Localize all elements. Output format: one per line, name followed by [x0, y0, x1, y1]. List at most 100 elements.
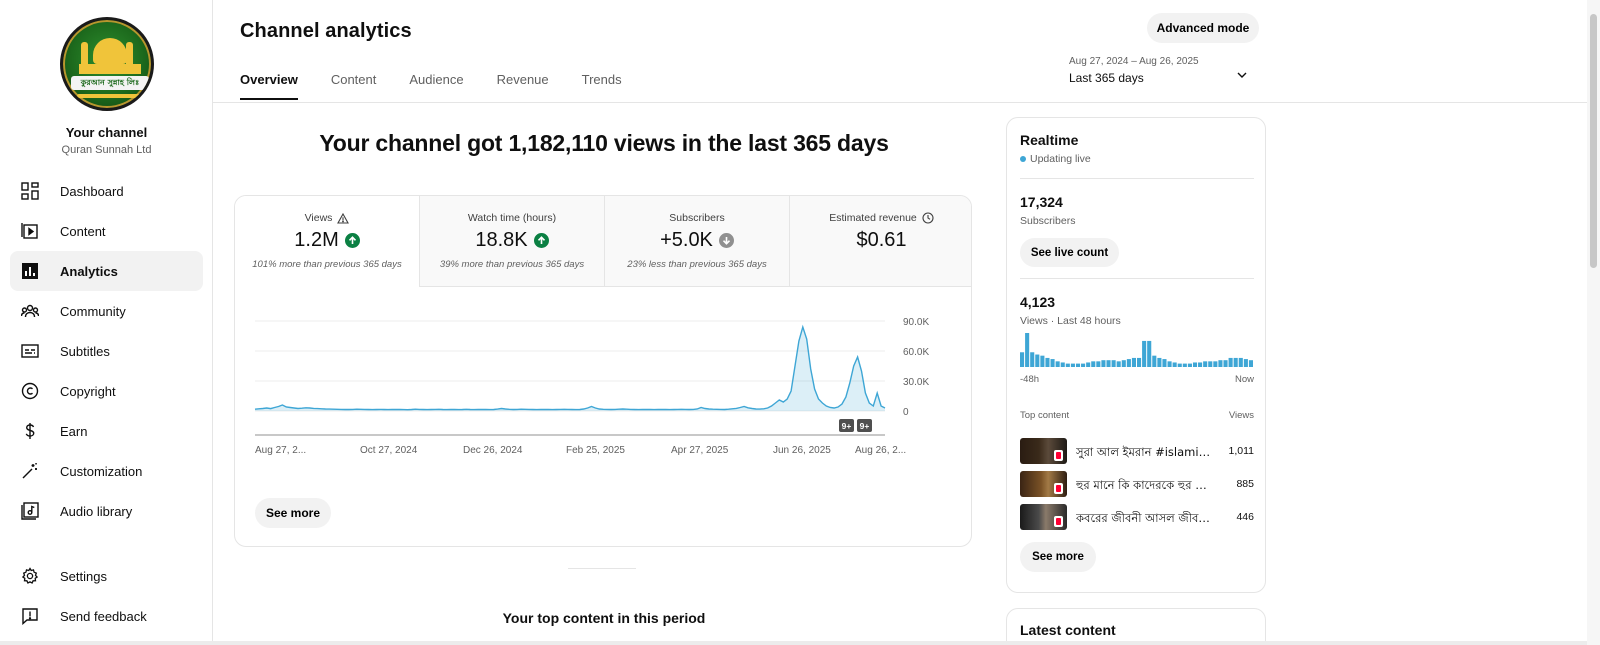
- chart-annotation-marker[interactable]: 9+: [857, 419, 872, 432]
- sidebar-item-earn[interactable]: Earn: [10, 411, 203, 451]
- x-tick-label: Dec 26, 2024: [463, 445, 523, 456]
- sidebar-item-label: Customization: [60, 463, 143, 479]
- tab-overview[interactable]: Overview: [240, 72, 298, 100]
- metric-label: Watch time (hours): [467, 212, 557, 224]
- sidebar-item-customization[interactable]: Customization: [10, 451, 203, 491]
- spark-bar: [1152, 355, 1157, 367]
- live-dot-icon: [1020, 156, 1026, 162]
- sidebar-item-dashboard[interactable]: Dashboard: [10, 171, 203, 211]
- spark-start-label: -48h: [1020, 374, 1040, 385]
- views-line-chart[interactable]: 90.0K 60.0K 30.0K 0 Aug 27, 2... Oct 27, 2024…: [235, 287, 972, 507]
- see-live-count-button[interactable]: See live count: [1020, 238, 1119, 267]
- metric-tab-subscribers[interactable]: Subscribers +5.0K 23% less than previous…: [605, 196, 790, 287]
- chart-annotation-marker[interactable]: 9+: [839, 419, 854, 432]
- tab-revenue[interactable]: Revenue: [496, 72, 549, 87]
- subscriber-count: 17,324: [1020, 194, 1063, 210]
- date-range-selector[interactable]: Aug 27, 2024 – Aug 26, 2025 Last 365 day…: [1069, 56, 1259, 85]
- spark-bar: [1121, 360, 1126, 367]
- spark-bar: [1045, 357, 1050, 367]
- spark-end-label: Now: [1234, 374, 1254, 385]
- metric-value: 1.2M: [294, 229, 339, 251]
- warning-icon[interactable]: [337, 212, 350, 224]
- spark-bar: [1086, 362, 1091, 367]
- channel-name: Quran Sunnah Ltd: [61, 144, 152, 156]
- latest-content-title: Latest content: [1020, 622, 1116, 638]
- channel-avatar[interactable]: কুরআন সুন্নাহ লিঃ: [60, 17, 154, 111]
- video-thumbnail: [1020, 438, 1067, 464]
- sidebar-item-content[interactable]: Content: [10, 211, 203, 251]
- your-channel-title: Your channel: [65, 125, 148, 140]
- x-tick-label: Aug 27, 2...: [255, 445, 306, 456]
- tab-content[interactable]: Content: [330, 72, 377, 87]
- sidebar-item-copyright[interactable]: Copyright: [10, 371, 203, 411]
- metric-tabs: Views 1.2M 101% more than previous 365 d…: [235, 196, 971, 287]
- x-tick-label: Aug 26, 2...: [855, 445, 906, 456]
- metric-tab-watch-time[interactable]: Watch time (hours) 18.8K 39% more than p…: [420, 196, 605, 287]
- chevron-down-icon: [1237, 72, 1247, 78]
- subtitles-icon: [20, 341, 40, 361]
- y-tick-label: 30.0K: [903, 377, 929, 388]
- metric-comparison: 101% more than previous 365 days: [252, 259, 402, 270]
- video-title: কবরের জীবনী আসল জীবন ...: [1076, 511, 1211, 525]
- spark-bar: [1116, 361, 1121, 367]
- live-status-text: Updating live: [1030, 153, 1091, 165]
- section-divider: [568, 568, 636, 569]
- sidebar: কুরআন সুন্নাহ লিঃ Your channel Quran Sun…: [0, 0, 213, 645]
- sidebar-item-community[interactable]: Community: [10, 291, 203, 331]
- spark-bar: [1157, 357, 1162, 367]
- series-line-views[interactable]: [254, 324, 886, 411]
- sidebar-item-label: Community: [60, 303, 126, 319]
- sidebar-item-label: Content: [60, 223, 106, 239]
- feedback-icon: [20, 606, 40, 626]
- metric-tab-revenue[interactable]: Estimated revenue $0.61: [790, 196, 971, 287]
- metric-tab-views[interactable]: Views 1.2M 101% more than previous 365 d…: [235, 196, 420, 287]
- video-thumbnail: [1020, 471, 1067, 497]
- realtime-views-count: 4,123: [1020, 294, 1056, 310]
- x-tick-label: Oct 27, 2024: [360, 445, 418, 456]
- trend-down-icon: [718, 233, 734, 248]
- header-divider: [213, 102, 1587, 103]
- tab-trends[interactable]: Trends: [581, 72, 622, 87]
- spark-bar: [1101, 360, 1106, 367]
- top-content-header: Top content Views: [1020, 410, 1254, 421]
- spark-axis: -48h Now: [1020, 374, 1254, 385]
- metric-value: $0.61: [856, 229, 907, 251]
- video-views: 446: [1236, 511, 1254, 523]
- advanced-mode-button[interactable]: Advanced mode: [1147, 13, 1259, 43]
- clock-icon[interactable]: [922, 212, 934, 224]
- sidebar-item-subtitles[interactable]: Subtitles: [10, 331, 203, 371]
- video-title: হুর মানে কি কাদেরকে হুর ব...: [1076, 478, 1211, 492]
- video-title: সুরা আল ইমরান #islamic...: [1076, 445, 1211, 459]
- trend-up-icon: [533, 233, 549, 248]
- sidebar-item-analytics[interactable]: Analytics: [10, 251, 203, 291]
- top-content-row[interactable]: কবরের জীবনী আসল জীবন ... 446: [1020, 504, 1254, 530]
- realtime-see-more-button[interactable]: See more: [1020, 542, 1096, 572]
- avatar-logo-text: কুরআন সুন্নাহ লিঃ: [71, 76, 149, 90]
- spark-bar: [1070, 363, 1075, 367]
- shorts-icon: [1054, 483, 1063, 494]
- bottom-edge: [0, 641, 1587, 645]
- realtime-views-bar-chart[interactable]: [1020, 333, 1254, 367]
- spark-bar: [1131, 357, 1136, 367]
- spark-bar: [1223, 360, 1228, 367]
- spark-bar: [1162, 359, 1167, 367]
- see-more-button[interactable]: See more: [255, 498, 331, 528]
- y-tick-label: 60.0K: [903, 347, 929, 358]
- top-content-row[interactable]: সুরা আল ইমরান #islamic... 1,011: [1020, 438, 1254, 464]
- metric-label: Subscribers: [669, 212, 725, 224]
- tab-audience[interactable]: Audience: [409, 72, 464, 87]
- spark-bar: [1172, 362, 1177, 367]
- spark-bar: [1203, 361, 1208, 367]
- page-scrollbar[interactable]: [1587, 0, 1600, 645]
- scrollbar-thumb[interactable]: [1590, 14, 1597, 268]
- realtime-title: Realtime: [1020, 132, 1079, 148]
- sidebar-item-settings[interactable]: Settings: [10, 556, 203, 596]
- spark-bar: [1192, 362, 1198, 367]
- y-tick-label: 0: [903, 407, 909, 418]
- sidebar-item-audio-library[interactable]: Audio library: [10, 491, 203, 531]
- metric-value: +5.0K: [660, 229, 713, 251]
- sidebar-item-label: Audio library: [60, 503, 133, 519]
- top-content-row[interactable]: হুর মানে কি কাদেরকে হুর ব... 885: [1020, 471, 1254, 497]
- sidebar-item-send-feedback[interactable]: Send feedback: [10, 596, 203, 636]
- spark-bar: [1040, 355, 1045, 367]
